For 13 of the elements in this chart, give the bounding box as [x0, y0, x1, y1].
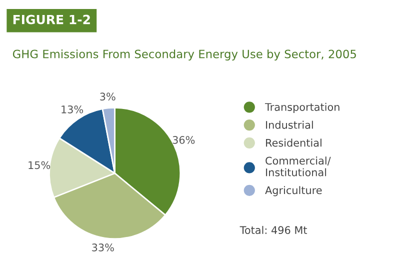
- legend-label: Transportation: [264, 102, 340, 113]
- data-label: 33%: [92, 244, 114, 252]
- data-label: 15%: [28, 161, 50, 170]
- legend-label: Agriculture: [265, 186, 322, 196]
- chart-title: FIGURE 1-2: [13, 14, 90, 24]
- legend-label: Commercial/ Institutional: [266, 156, 331, 176]
- data-label: 3%: [100, 92, 116, 101]
- chart-subtitle: GHG Emissions From Secondary Energy Use by Sector, 2005: [12, 49, 356, 61]
- data-label: 13%: [62, 105, 84, 114]
- legend-label: Industrial: [266, 120, 313, 129]
- legend-label: Residential: [266, 138, 322, 147]
- text: Total: 496 Mt: [240, 226, 308, 234]
- data-label: 36%: [172, 136, 195, 144]
